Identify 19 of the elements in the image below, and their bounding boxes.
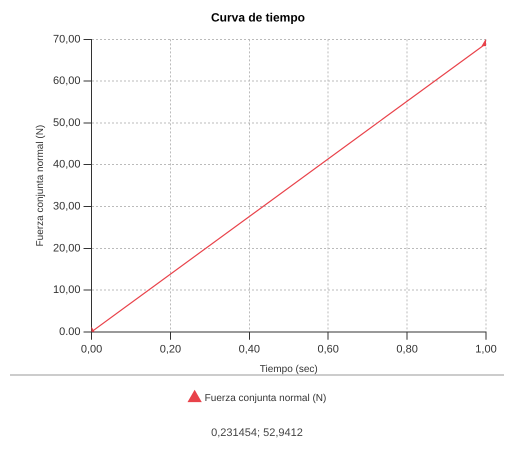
y-tick-label: 0.00 [59, 326, 81, 338]
x-tick-label: 0,20 [160, 343, 182, 356]
legend-label: Fuerza conjunta normal (N) [204, 392, 326, 404]
x-tick-label: 0,60 [318, 343, 339, 356]
x-tick-label: 0,40 [238, 343, 260, 356]
y-axis-title: Fuerza conjunta normal (N) [34, 124, 46, 246]
text: 0,231454; 52,9412 [211, 427, 303, 440]
x-axis-title: Tiempo (sec) [260, 364, 318, 375]
x-tick-label: 0,80 [396, 343, 418, 356]
y-tick-label: 20,00 [52, 242, 81, 254]
y-tick-label: 70,00 [52, 33, 81, 46]
y-tick-label: 30,00 [52, 200, 81, 213]
x-tick-label: 1,00 [475, 343, 497, 356]
y-tick-label: 50,00 [52, 116, 81, 129]
chart-title: Curva de tiempo [210, 10, 306, 25]
y-tick-label: 10,00 [52, 284, 81, 296]
x-tick-label: 0,00 [80, 343, 102, 356]
y-tick-label: 40,00 [52, 158, 81, 171]
y-tick-label: 60,00 [52, 75, 81, 88]
